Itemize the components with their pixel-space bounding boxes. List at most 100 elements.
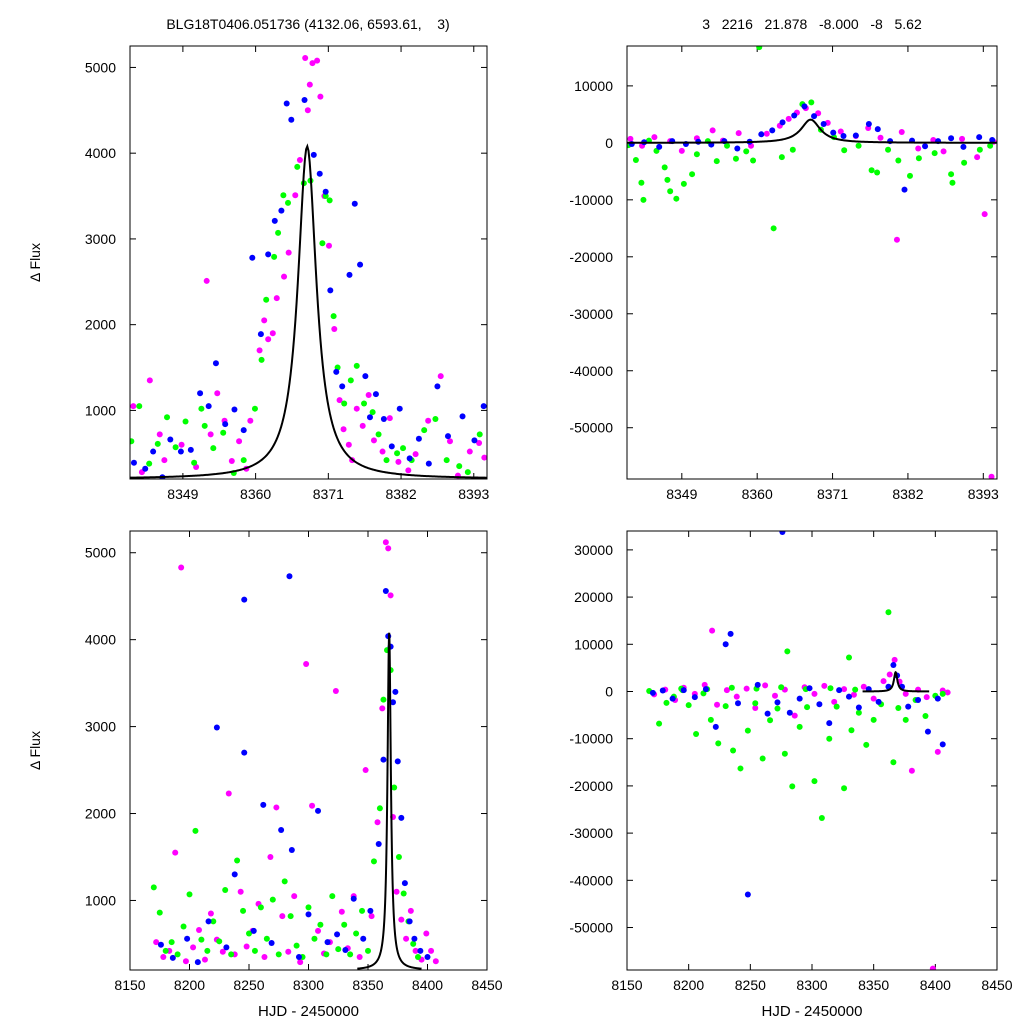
data-point (414, 953, 421, 960)
data-point (830, 129, 837, 136)
data-point (338, 908, 345, 915)
data-point (301, 97, 308, 104)
data-point (160, 953, 167, 960)
data-point (770, 225, 777, 232)
data-point (359, 422, 366, 429)
data-point (370, 858, 377, 865)
data-point (752, 705, 759, 712)
data-point (987, 142, 994, 149)
data-point (353, 930, 360, 937)
data-point (383, 457, 390, 464)
data-point (902, 690, 909, 697)
data-point (432, 415, 439, 422)
y-tick-label: -40000 (569, 363, 613, 379)
data-point (347, 377, 354, 384)
data-point (929, 965, 936, 970)
data-point (305, 911, 312, 918)
data-point (949, 179, 956, 186)
data-point (153, 939, 160, 946)
data-point (263, 296, 270, 303)
y-tick-label: 5000 (85, 59, 116, 75)
data-point (336, 397, 343, 404)
data-point (157, 941, 164, 948)
data-point (432, 958, 439, 965)
model-curve (357, 632, 422, 970)
x-tick-label: 8350 (858, 977, 889, 993)
data-point (784, 648, 791, 655)
data-point (362, 767, 369, 774)
data-point (330, 313, 337, 320)
y-tick-label: 1000 (85, 402, 116, 418)
data-point (922, 143, 929, 150)
data-point (366, 414, 373, 421)
data-point (855, 142, 862, 149)
data-point (651, 134, 658, 141)
data-point (285, 199, 292, 206)
data-point (722, 641, 729, 648)
data-point (380, 696, 387, 703)
data-point (948, 171, 955, 178)
data-point (709, 627, 716, 634)
data-point (423, 930, 430, 937)
data-point (398, 814, 405, 821)
panels: 8349 8360 8371 8382 8393 1000 2000 3000 4000 5000… (27, 45, 1013, 1020)
data-point (915, 155, 922, 162)
data-point (723, 687, 730, 694)
data-point (410, 940, 417, 947)
y-tick-label: -10000 (569, 192, 613, 208)
data-point (339, 383, 346, 390)
data-point (345, 441, 352, 448)
x-tick-label: 8382 (892, 486, 923, 502)
data-point (182, 958, 189, 965)
data-point (333, 368, 340, 375)
x-tick-label: 8349 (167, 486, 198, 502)
data-point (791, 112, 798, 119)
data-point (922, 713, 929, 720)
data-point (369, 409, 376, 416)
data-point (796, 695, 803, 702)
x-tick-label: 8300 (796, 977, 827, 993)
data-point (296, 157, 303, 164)
data-point (288, 847, 295, 854)
data-point (283, 100, 290, 107)
data-point (219, 948, 226, 955)
data-point (161, 457, 168, 464)
data-point (146, 460, 153, 467)
data-point (667, 188, 674, 195)
data-point (934, 695, 941, 702)
data-point (231, 406, 238, 413)
data-point (241, 596, 248, 603)
x-tick-label: 8393 (968, 486, 999, 502)
data-point (205, 403, 212, 410)
data-point (243, 943, 250, 950)
data-point (291, 893, 298, 900)
data-point (265, 251, 272, 258)
y-axis-label: Δ Flux (27, 731, 43, 770)
y-tick-label: 2000 (85, 806, 116, 822)
data-point (840, 133, 847, 140)
data-point (309, 60, 316, 67)
y-tick-label: 3000 (85, 719, 116, 735)
data-point (974, 154, 981, 161)
data-point (353, 405, 360, 412)
data-point (169, 954, 176, 961)
data-point (466, 448, 473, 455)
data-point (649, 689, 656, 696)
data-point (789, 783, 796, 790)
data-point (379, 448, 386, 455)
data-point (905, 703, 912, 710)
data-point (347, 951, 354, 958)
data-point (341, 921, 348, 928)
data-point (167, 436, 174, 443)
data-point (234, 857, 241, 864)
data-point (204, 947, 211, 954)
data-point (331, 325, 338, 332)
data-point (816, 701, 823, 708)
data-point (891, 656, 898, 663)
data-point (944, 689, 951, 696)
data-point (275, 951, 282, 958)
data-point (222, 887, 229, 894)
y-tick-label: -20000 (569, 249, 613, 265)
data-point (287, 913, 294, 920)
data-point (734, 145, 741, 152)
